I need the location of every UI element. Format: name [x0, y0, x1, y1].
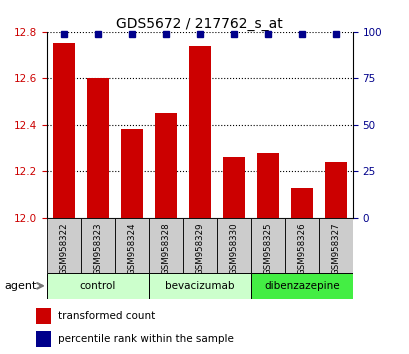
Text: agent: agent [4, 281, 36, 291]
Text: control: control [80, 281, 116, 291]
Bar [216, 218, 250, 273]
Text: GSM958328: GSM958328 [161, 222, 170, 275]
Text: GSM958325: GSM958325 [263, 222, 272, 275]
Bar [284, 218, 318, 273]
Bar [47, 273, 148, 299]
Bar [36, 331, 51, 347]
Bar [148, 273, 250, 299]
Bar [53, 44, 75, 218]
Text: percentile rank within the sample: percentile rank within the sample [58, 334, 234, 344]
Bar [36, 308, 51, 324]
Text: transformed count: transformed count [58, 311, 155, 321]
Bar [256, 153, 278, 218]
Bar [189, 46, 210, 218]
Bar [121, 130, 143, 218]
Text: GSM958330: GSM958330 [229, 222, 238, 275]
Bar [47, 218, 81, 273]
Text: GSM958327: GSM958327 [330, 222, 339, 275]
Text: GSM958324: GSM958324 [127, 222, 136, 275]
Text: bevacizumab: bevacizumab [165, 281, 234, 291]
Bar [318, 218, 352, 273]
Bar [250, 218, 284, 273]
Text: GSM958322: GSM958322 [59, 222, 68, 275]
Bar [87, 78, 109, 218]
Bar [324, 162, 346, 218]
Bar [81, 218, 115, 273]
Text: GSM958323: GSM958323 [93, 222, 102, 275]
Bar [148, 218, 182, 273]
Bar [155, 113, 177, 218]
Bar [222, 157, 244, 218]
Title: GDS5672 / 217762_s_at: GDS5672 / 217762_s_at [116, 17, 283, 31]
Text: GSM958326: GSM958326 [297, 222, 306, 275]
Bar [250, 273, 352, 299]
Bar [115, 218, 148, 273]
Text: dibenzazepine: dibenzazepine [263, 281, 339, 291]
Bar [290, 188, 312, 218]
Bar [182, 218, 216, 273]
Text: GSM958329: GSM958329 [195, 222, 204, 275]
